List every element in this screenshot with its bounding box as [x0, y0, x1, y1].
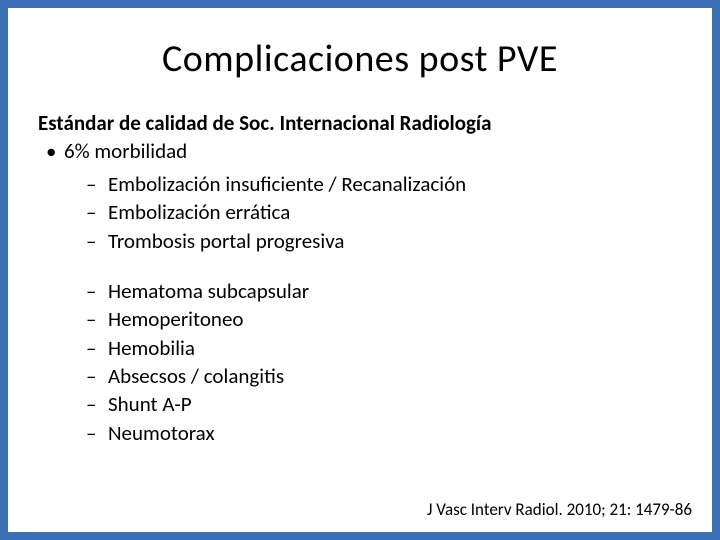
main-bullet: •6% morbilidad — [46, 138, 682, 164]
citation-text: J Vasc Interv Radiol. 2010; 21: 1479-86 — [427, 499, 692, 520]
list-item: Shunt A-P — [86, 390, 682, 418]
list-item: Embolización errática — [86, 198, 682, 226]
slide-subheading: Estándar de calidad de Soc. Internaciona… — [38, 110, 682, 136]
list-item: Neumotorax — [86, 419, 682, 447]
sub-list-2: Hematoma subcapsular Hemoperitoneo Hemob… — [86, 277, 682, 447]
bullet-dot: • — [46, 138, 64, 164]
list-item: Trombosis portal progresiva — [86, 227, 682, 255]
main-bullet-text: 6% morbilidad — [64, 138, 187, 164]
slide-title: Complicaciones post PVE — [38, 36, 682, 82]
list-item: Embolización insuficiente / Recanalizaci… — [86, 170, 682, 198]
list-item: Hematoma subcapsular — [86, 277, 682, 305]
sub-list-1: Embolización insuficiente / Recanalizaci… — [86, 170, 682, 255]
slide-frame: Complicaciones post PVE Estándar de cali… — [0, 0, 720, 540]
list-item: Hemoperitoneo — [86, 305, 682, 333]
list-item: Hemobilia — [86, 334, 682, 362]
list-item: Absecsos / colangitis — [86, 362, 682, 390]
